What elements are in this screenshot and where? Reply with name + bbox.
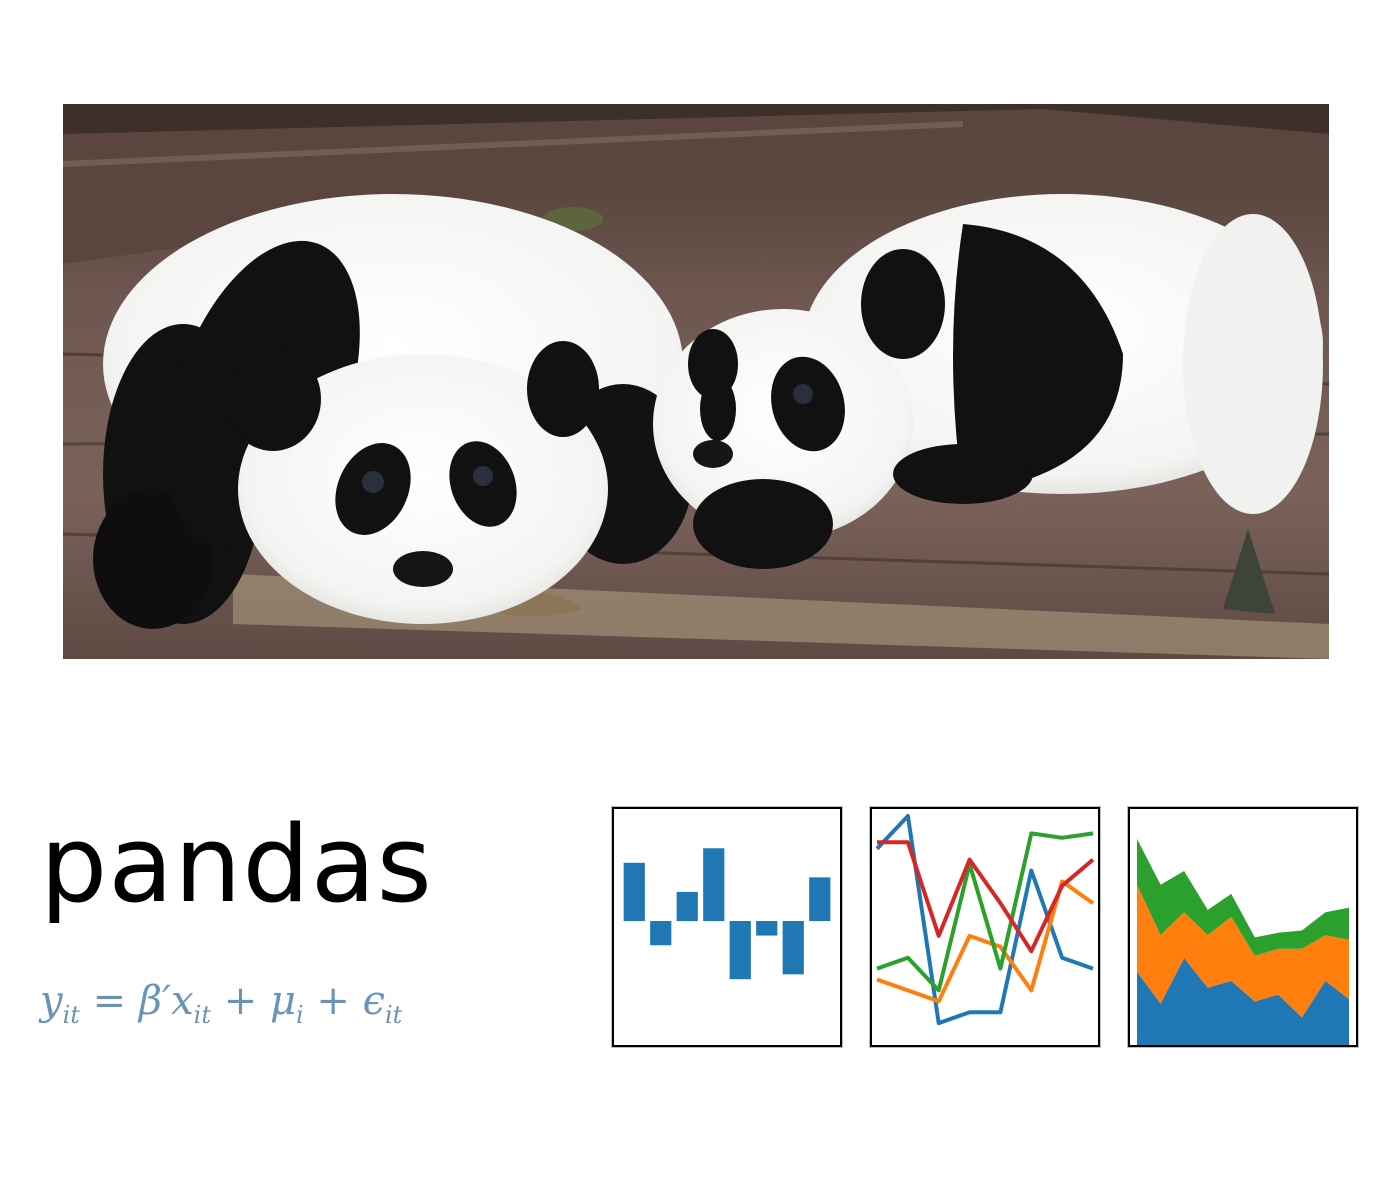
plot-frame [612, 807, 842, 1047]
line-series-blue [875, 814, 1094, 1026]
formula-mu-subscript: i [295, 1001, 304, 1029]
area-chart-thumbnail [1127, 806, 1359, 1048]
bar-8 [809, 877, 831, 921]
formula-y: y [40, 978, 63, 1024]
left-panda-cub [93, 194, 693, 629]
formula-y-subscript: it [62, 1001, 80, 1029]
formula-epsilon-subscript: it [385, 1001, 403, 1029]
formula-equals: = [92, 978, 127, 1024]
area-series-blue [1137, 958, 1349, 1045]
right-panda-cub [653, 194, 1323, 569]
area-series-green [1137, 838, 1349, 956]
line-series-green [876, 831, 1094, 993]
formula-plus-2: + [316, 978, 350, 1024]
bar-chart-thumbnail [611, 806, 843, 1048]
formula-beta: β′ [138, 978, 172, 1024]
line-chart-thumbnail [869, 806, 1101, 1048]
panel-data-formula: yit = β′xit + μi + ϵit [40, 978, 402, 1029]
bar-5 [729, 921, 751, 980]
bar-7 [782, 921, 804, 975]
bar-3 [676, 891, 698, 921]
bar-6 [756, 921, 778, 936]
bar-2 [650, 921, 672, 946]
bar-4 [703, 848, 725, 921]
pandas-wordmark: pandas [40, 803, 433, 926]
line-series-red [877, 840, 1095, 954]
bar-1 [623, 862, 645, 921]
formula-x-subscript: it [193, 1001, 211, 1029]
formula-mu: μ [269, 978, 296, 1024]
formula-plus-1: + [223, 978, 258, 1024]
formula-x: x [171, 978, 194, 1024]
area-series-orange [1137, 884, 1349, 1018]
formula-epsilon: ϵ [362, 978, 385, 1024]
panda-cubs-photo [63, 104, 1329, 659]
